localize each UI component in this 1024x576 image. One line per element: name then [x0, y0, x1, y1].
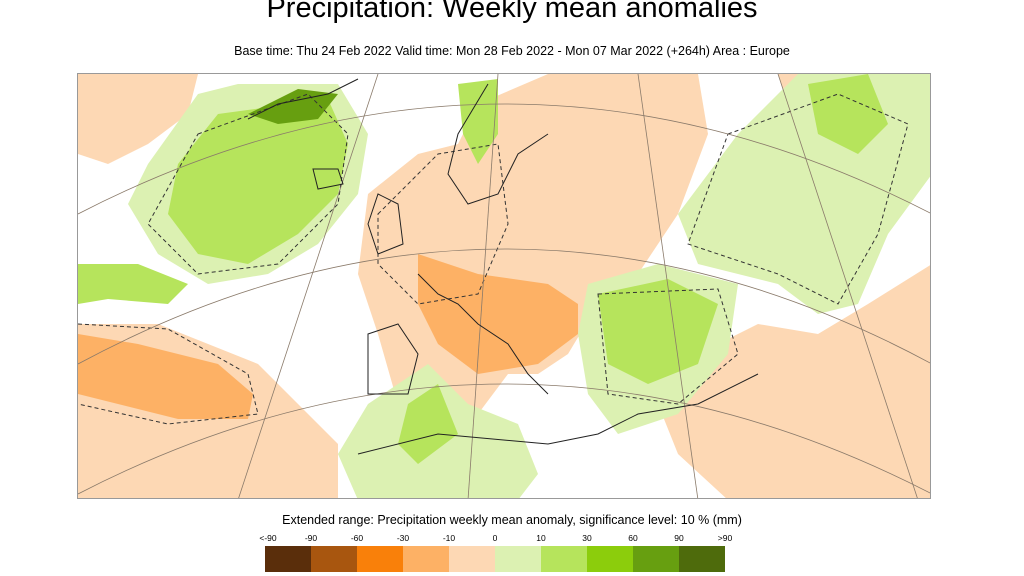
significance-contours: [78, 93, 909, 425]
legend-swatch: [541, 546, 587, 572]
page-title: Precipitation: Weekly mean anomalies: [266, 0, 758, 24]
legend-swatch: [449, 546, 495, 572]
legend-labels: <-90 -90 -60 -30 -10 0 10 30 60 90 >90: [0, 533, 1024, 545]
coastlines: [247, 78, 759, 455]
legend-label: -90: [304, 533, 318, 543]
legend-label: 60: [628, 533, 638, 543]
legend-swatch: [403, 546, 449, 572]
legend-swatch: [587, 546, 633, 572]
legend-label: 90: [674, 533, 684, 543]
legend-label: -60: [350, 533, 364, 543]
page-subtitle: Base time: Thu 24 Feb 2022 Valid time: M…: [234, 44, 790, 58]
legend-title: Extended range: Precipitation weekly mea…: [282, 513, 742, 527]
legend-swatch: [357, 546, 403, 572]
legend-swatch: [679, 546, 725, 572]
anomaly-map: [77, 73, 931, 499]
legend-swatch: [495, 546, 541, 572]
legend-swatch: [633, 546, 679, 572]
legend-label: -30: [396, 533, 410, 543]
legend-label: >90: [717, 533, 733, 543]
legend-swatch: [311, 546, 357, 572]
positive-anomaly-areas: [78, 74, 930, 498]
graticule: [78, 74, 930, 498]
legend-label: <-90: [259, 533, 277, 543]
legend-swatch: [265, 546, 311, 572]
map-canvas: [78, 74, 930, 498]
legend-label: 0: [492, 533, 498, 543]
legend-label: 30: [582, 533, 592, 543]
legend-colorbar: [265, 546, 725, 572]
legend-label: 10: [536, 533, 546, 543]
legend-label: -10: [442, 533, 456, 543]
